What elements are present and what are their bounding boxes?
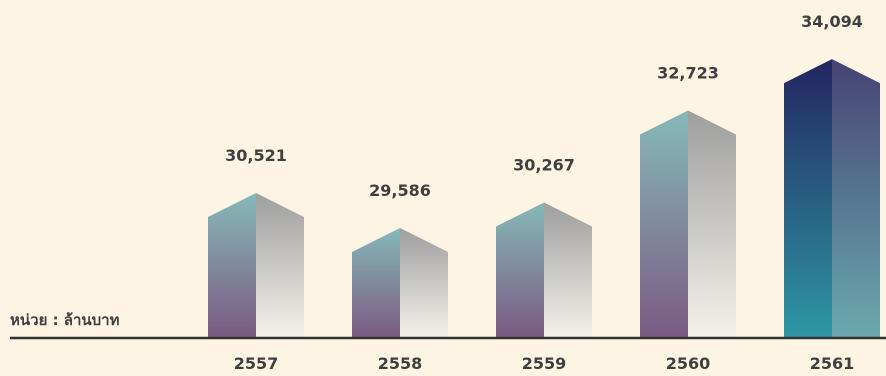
bar-front-2561	[784, 59, 832, 338]
bars-group	[208, 59, 880, 338]
bar-side-2559	[544, 202, 592, 337]
value-label-2559: 30,267	[513, 155, 575, 174]
labels-group: 30,521 2557 29,586 2558 30,267 2559 32,723 2560…	[225, 12, 863, 373]
value-label-2561: 34,094	[801, 12, 863, 31]
bar-side-2558	[400, 228, 448, 337]
bar-front-2558	[352, 228, 400, 337]
bar-side-2561	[832, 59, 880, 338]
bar-side-2560	[688, 110, 736, 338]
category-label-2558: 2558	[378, 354, 423, 373]
category-label-2561: 2561	[810, 354, 855, 373]
unit-label: หน่วย : ล้านบาท	[10, 311, 120, 329]
value-label-2560: 32,723	[657, 63, 719, 82]
bar-side-2557	[256, 192, 304, 337]
bar-front-2560	[640, 110, 688, 338]
category-label-2557: 2557	[234, 354, 279, 373]
bar-front-2557	[208, 192, 256, 337]
bar-front-2559	[496, 202, 544, 337]
category-label-2559: 2559	[522, 354, 567, 373]
value-label-2558: 29,586	[369, 181, 431, 200]
value-label-2557: 30,521	[225, 146, 287, 165]
category-label-2560: 2560	[666, 354, 711, 373]
